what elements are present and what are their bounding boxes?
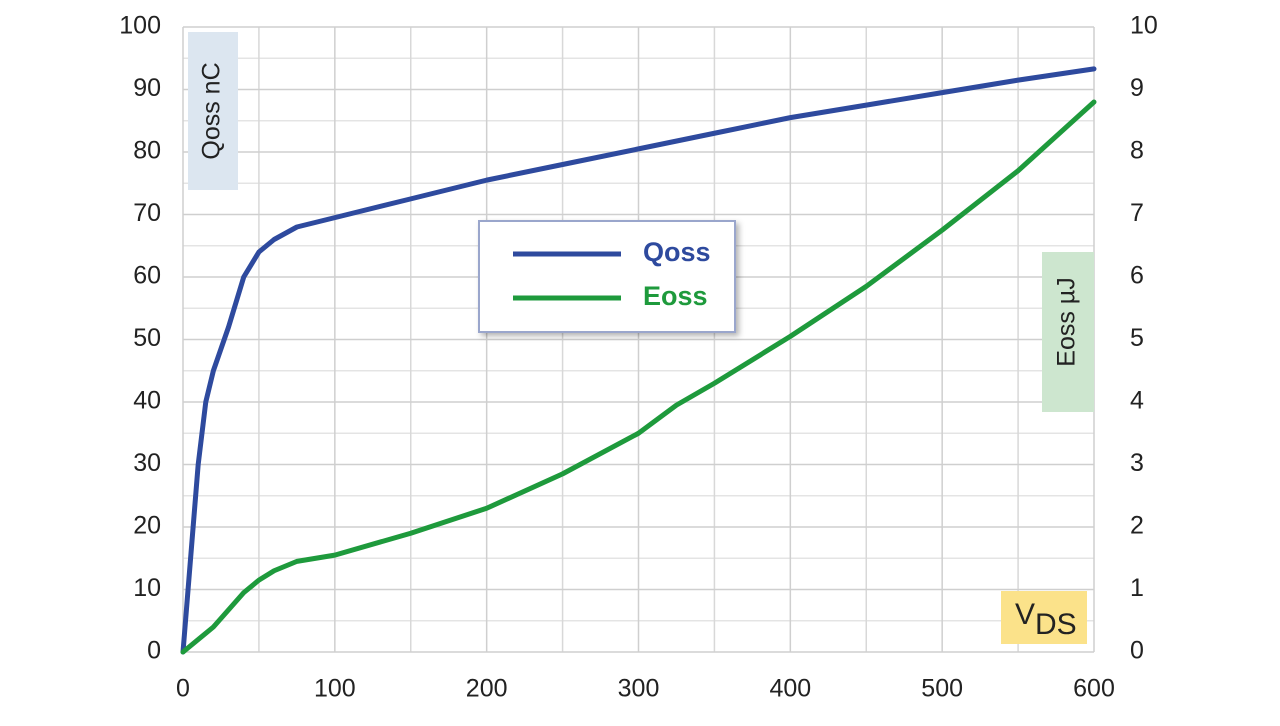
y2-tick-label: 8 xyxy=(1130,137,1144,165)
series-line xyxy=(180,66,1097,655)
x-axis-label: VDS xyxy=(1015,598,1077,641)
x-label-sub: DS xyxy=(1035,608,1077,641)
y-label-box xyxy=(188,32,238,190)
y-tick-label: 10 xyxy=(133,574,161,602)
y2-tick-label: 6 xyxy=(1130,262,1144,290)
y2-label-box xyxy=(1042,252,1094,412)
x-tick-label: 200 xyxy=(466,675,508,703)
x-label-box xyxy=(1001,591,1087,644)
series-line xyxy=(180,99,1097,655)
y-tick-label: 30 xyxy=(133,449,161,477)
y-tick-label: 20 xyxy=(133,512,161,540)
y-tick-label: 0 xyxy=(147,637,161,665)
legend-label: Qoss xyxy=(643,237,711,267)
y2-tick-label: 2 xyxy=(1130,512,1144,540)
x-tick-label: 300 xyxy=(618,675,660,703)
x-tick-label: 500 xyxy=(921,675,963,703)
y-tick-label: 40 xyxy=(133,387,161,415)
y2-tick-label: 9 xyxy=(1130,74,1144,102)
y-tick-label: 80 xyxy=(133,137,161,165)
x-label-main: V xyxy=(1015,598,1035,631)
y2-tick-label: 5 xyxy=(1130,324,1144,352)
x-tick-label: 400 xyxy=(769,675,811,703)
y-tick-label: 100 xyxy=(119,12,161,40)
x-tick-label: 100 xyxy=(314,675,356,703)
y-tick-label: 90 xyxy=(133,74,161,102)
y2-tick-label: 10 xyxy=(1130,12,1158,40)
y2-tick-label: 1 xyxy=(1130,574,1144,602)
x-tick-label: 600 xyxy=(1073,675,1115,703)
y2-tick-label: 4 xyxy=(1130,387,1144,415)
lines xyxy=(180,66,1097,655)
y2-tick-label: 0 xyxy=(1130,637,1144,665)
legend xyxy=(478,220,736,333)
x-tick-label: 0 xyxy=(176,675,190,703)
y-tick-label: 50 xyxy=(133,324,161,352)
legend-label: Eoss xyxy=(643,281,708,311)
y2-tick-label: 7 xyxy=(1130,199,1144,227)
y-tick-label: 60 xyxy=(133,262,161,290)
y-axis-label: Qoss nC xyxy=(198,62,226,159)
grid xyxy=(182,26,1095,653)
y2-axis-label: Eoss µJ xyxy=(1053,277,1081,366)
y2-tick-label: 3 xyxy=(1130,449,1144,477)
y-tick-label: 70 xyxy=(133,199,161,227)
